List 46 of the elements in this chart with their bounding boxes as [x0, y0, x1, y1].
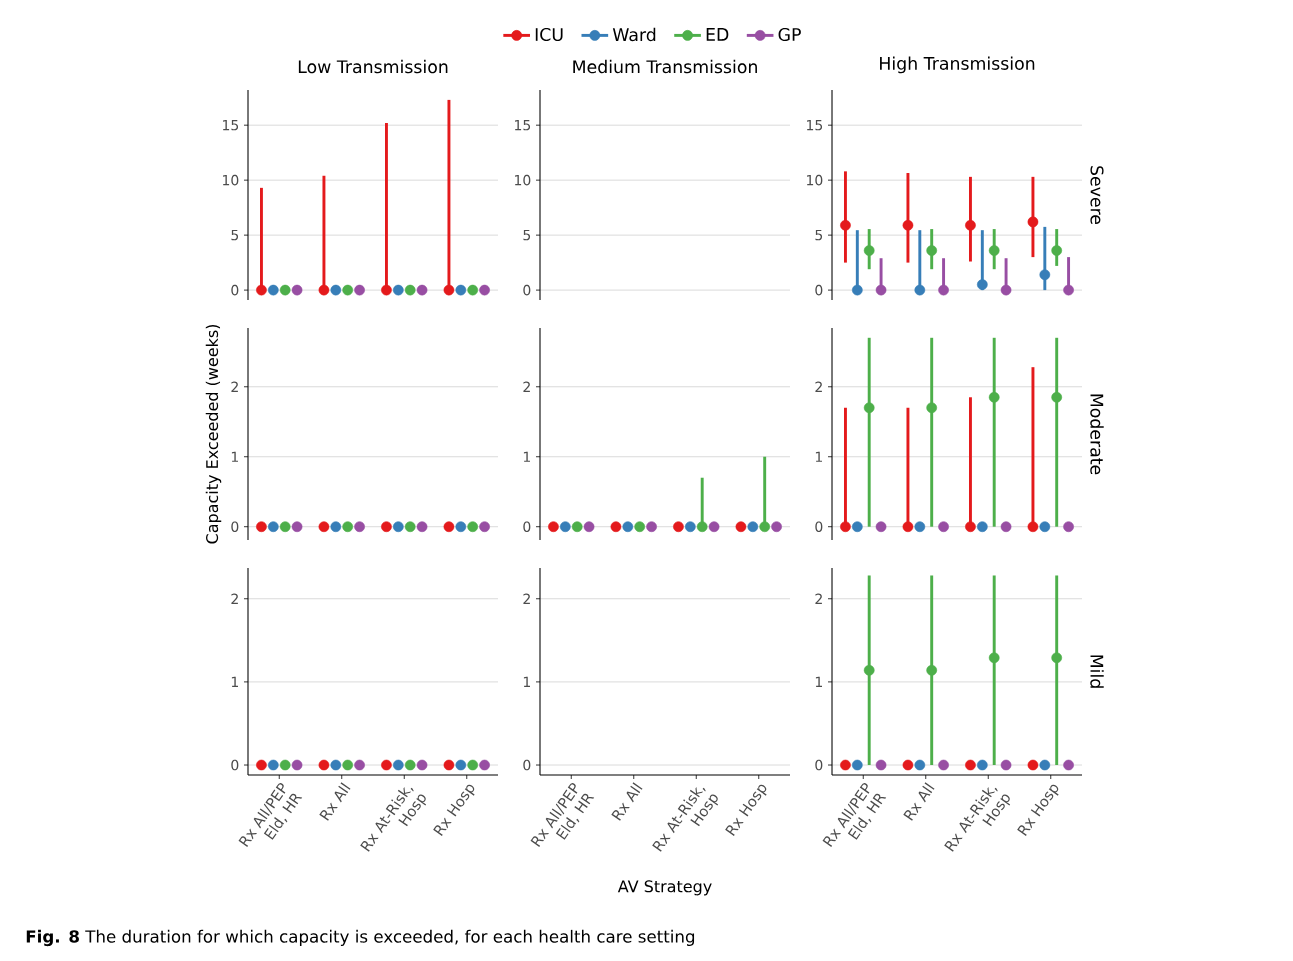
y-tick-label: 2	[231, 381, 238, 392]
y-tick-label: 2	[523, 593, 530, 604]
x-tick-label: Rx All	[611, 782, 643, 821]
y-tick-label: 2	[523, 381, 530, 392]
y-tick-label: 0	[523, 284, 531, 296]
y-tick-label: 15	[807, 119, 823, 131]
text: Fig. 8 The duration for which capacity is exceeded, for each health care setting	[26, 929, 695, 947]
y-tick-label: 10	[223, 174, 239, 186]
y-tick-label: 1	[231, 676, 238, 687]
y2-axis-title: Mild	[1090, 655, 1104, 688]
y-tick-label: 1	[231, 451, 238, 462]
y2-axis-title: Moderate	[1090, 394, 1104, 475]
y-tick-label: 2	[231, 593, 238, 604]
legend-label: Ward	[612, 27, 656, 42]
y-tick-label: 15	[223, 119, 239, 131]
chart-title: Medium Transmission	[573, 59, 757, 74]
y2-axis-title: Severe	[1090, 166, 1104, 225]
y-tick-label: 1	[523, 451, 530, 462]
y-tick-label: 10	[515, 174, 531, 186]
y-tick-label: 0	[523, 759, 531, 771]
legend-label: GP	[778, 27, 801, 42]
y-tick-label: 5	[523, 229, 531, 241]
y-tick-label: 0	[231, 284, 239, 296]
y-tick-label: 2	[815, 593, 822, 604]
legend-label: ICU	[535, 27, 563, 42]
y-tick-label: 1	[815, 451, 822, 462]
x-axis-title: AV Strategy	[617, 880, 712, 896]
y-tick-label: 15	[515, 119, 531, 131]
y-tick-label: 0	[231, 521, 239, 532]
y-tick-label: 5	[815, 229, 823, 241]
chart-title: Low Transmission	[298, 59, 448, 74]
y-tick-label: 2	[815, 381, 822, 392]
y-tick-label: 0	[815, 284, 823, 296]
y-tick-label: 10	[807, 174, 823, 186]
y-tick-label: 5	[231, 229, 239, 241]
y-axis-title: Capacity Exceeded (weeks)	[205, 324, 222, 544]
x-tick-label: Rx All	[903, 782, 935, 821]
legend-label: ED	[706, 28, 729, 41]
y-tick-label: 1	[523, 676, 530, 687]
y-tick-label: 0	[815, 759, 823, 771]
y-tick-label: 0	[815, 521, 823, 532]
x-tick-label: Rx All	[319, 782, 351, 821]
y-tick-label: 0	[523, 521, 531, 532]
chart-title: High Transmission	[880, 56, 1035, 74]
y-tick-label: 0	[231, 759, 239, 771]
y-tick-label: 1	[815, 676, 822, 687]
